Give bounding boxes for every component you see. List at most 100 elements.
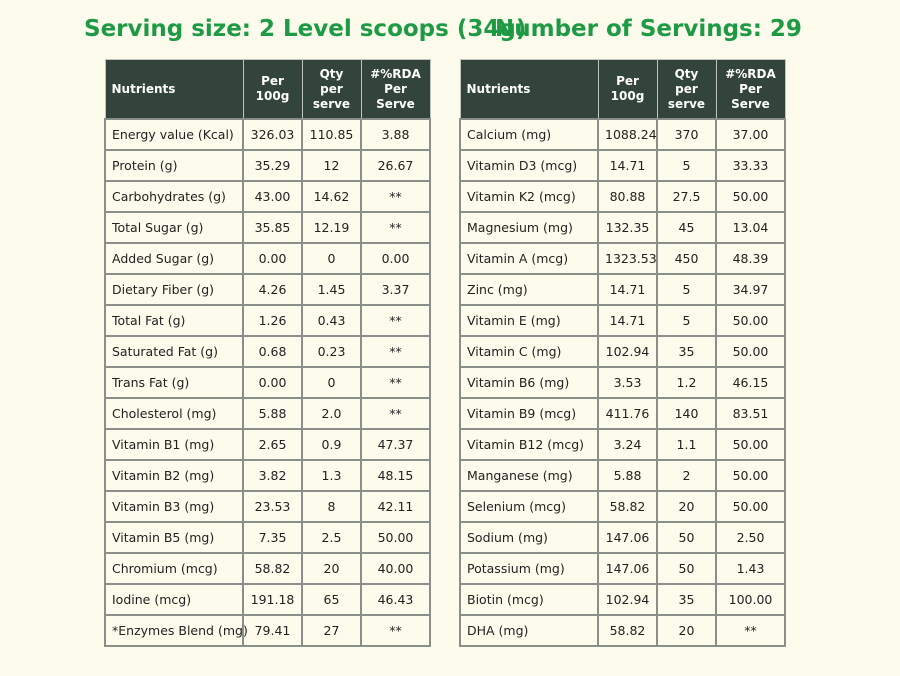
per-100g-value: 3.53 (597, 366, 658, 399)
rda-value: 3.37 (360, 273, 431, 306)
per-100g-value: 326.03 (242, 118, 303, 151)
table-row: Total Sugar (g) 35.85 12.19 ** (104, 211, 431, 244)
qty-per-serve-value: 50 (656, 552, 717, 585)
qty-per-serve-value: 12.19 (301, 211, 362, 244)
rda-value: 2.50 (715, 521, 786, 554)
qty-per-serve-value: 2.5 (301, 521, 362, 554)
nutrient-name: Vitamin C (mg) (459, 335, 599, 368)
rda-value: 33.33 (715, 149, 786, 182)
nutrient-name: *Enzymes Blend (mg) (104, 614, 248, 647)
per-100g-value: 0.68 (242, 335, 303, 368)
per-100g-value: 5.88 (597, 459, 658, 492)
rda-value: ** (360, 304, 431, 337)
per-100g-value: 58.82 (597, 490, 658, 523)
nutrient-name: Carbohydrates (g) (104, 180, 244, 213)
per-100g-value: 35.85 (242, 211, 303, 244)
rda-value: ** (360, 335, 431, 368)
header-qty-per-serve: Qty per serve (656, 59, 717, 120)
rda-value: ** (360, 614, 431, 647)
header-per-100g: Per 100g (597, 59, 658, 120)
qty-per-serve-value: 2.0 (301, 397, 362, 430)
qty-per-serve-value: 14.62 (301, 180, 362, 213)
number-of-servings-heading: Number of Servings: 29 (495, 16, 802, 42)
header-nutrients: Nutrients (459, 59, 599, 120)
per-100g-value: 147.06 (597, 521, 658, 554)
qty-per-serve-value: 1.3 (301, 459, 362, 492)
qty-per-serve-value: 45 (656, 211, 717, 244)
rda-value: ** (360, 180, 431, 213)
per-100g-value: 0.00 (242, 366, 303, 399)
nutrient-name: Total Fat (g) (104, 304, 244, 337)
nutrient-name: Calcium (mg) (459, 118, 599, 151)
table-row: Vitamin D3 (mcg) 14.71 5 33.33 (459, 149, 786, 182)
nutrient-name: Vitamin B1 (mg) (104, 428, 244, 461)
qty-per-serve-value: 140 (656, 397, 717, 430)
table-row: Selenium (mcg) 58.82 20 50.00 (459, 490, 786, 523)
rda-value: 46.15 (715, 366, 786, 399)
table-row: Vitamin B6 (mg) 3.53 1.2 46.15 (459, 366, 786, 399)
rda-value: 48.15 (360, 459, 431, 492)
rda-value: 50.00 (715, 428, 786, 461)
table-row: *Enzymes Blend (mg) 79.41 27 ** (104, 614, 431, 647)
per-100g-value: 23.53 (242, 490, 303, 523)
qty-per-serve-value: 2 (656, 459, 717, 492)
qty-per-serve-value: 0.43 (301, 304, 362, 337)
qty-per-serve-value: 1.45 (301, 273, 362, 306)
per-100g-value: 0.00 (242, 242, 303, 275)
per-100g-value: 102.94 (597, 583, 658, 616)
nutrition-table-left: Nutrients Per 100g Qty per serve #%RDA Per … (104, 59, 431, 647)
nutrient-name: Chromium (mcg) (104, 552, 244, 585)
table-row: Vitamin B9 (mcg) 411.76 140 83.51 (459, 397, 786, 430)
qty-per-serve-value: 370 (656, 118, 717, 151)
nutrient-name: Vitamin B9 (mcg) (459, 397, 599, 430)
rda-value: 42.11 (360, 490, 431, 523)
nutrient-name: Magnesium (mg) (459, 211, 599, 244)
qty-per-serve-value: 0 (301, 366, 362, 399)
qty-per-serve-value: 450 (656, 242, 717, 275)
per-100g-value: 102.94 (597, 335, 658, 368)
qty-per-serve-value: 50 (656, 521, 717, 554)
table-row: Potassium (mg) 147.06 50 1.43 (459, 552, 786, 585)
table-row: Vitamin B5 (mg) 7.35 2.5 50.00 (104, 521, 431, 554)
per-100g-value: 7.35 (242, 521, 303, 554)
table-row: Calcium (mg) 1088.24 370 37.00 (459, 118, 786, 151)
table-row: Vitamin B3 (mg) 23.53 8 42.11 (104, 490, 431, 523)
per-100g-value: 58.82 (597, 614, 658, 647)
qty-per-serve-value: 0 (301, 242, 362, 275)
qty-per-serve-value: 27 (301, 614, 362, 647)
qty-per-serve-value: 110.85 (301, 118, 362, 151)
qty-per-serve-value: 1.2 (656, 366, 717, 399)
qty-per-serve-value: 0.23 (301, 335, 362, 368)
table-row: Added Sugar (g) 0.00 0 0.00 (104, 242, 431, 275)
table-row: Vitamin B2 (mg) 3.82 1.3 48.15 (104, 459, 431, 492)
per-100g-value: 191.18 (242, 583, 303, 616)
nutrient-name: Saturated Fat (g) (104, 335, 244, 368)
nutrient-name: Sodium (mg) (459, 521, 599, 554)
table-row: Chromium (mcg) 58.82 20 40.00 (104, 552, 431, 585)
nutrient-name: Selenium (mcg) (459, 490, 599, 523)
qty-per-serve-value: 5 (656, 273, 717, 306)
header-rda-per-serve: #%RDA Per Serve (715, 59, 786, 120)
per-100g-value: 35.29 (242, 149, 303, 182)
rda-value: 34.97 (715, 273, 786, 306)
per-100g-value: 43.00 (242, 180, 303, 213)
nutrient-name: Vitamin K2 (mcg) (459, 180, 599, 213)
nutrient-name: Trans Fat (g) (104, 366, 244, 399)
rda-value: 83.51 (715, 397, 786, 430)
rda-value: 37.00 (715, 118, 786, 151)
table-row: Magnesium (mg) 132.35 45 13.04 (459, 211, 786, 244)
table-row: Cholesterol (mg) 5.88 2.0 ** (104, 397, 431, 430)
table-row: Saturated Fat (g) 0.68 0.23 ** (104, 335, 431, 368)
qty-per-serve-value: 8 (301, 490, 362, 523)
rda-value: 40.00 (360, 552, 431, 585)
nutrient-name: Potassium (mg) (459, 552, 599, 585)
qty-per-serve-value: 35 (656, 335, 717, 368)
serving-size-heading: Serving size: 2 Level scoops (34g) (84, 16, 527, 42)
nutrient-name: Vitamin A (mcg) (459, 242, 599, 275)
table-row: Carbohydrates (g) 43.00 14.62 ** (104, 180, 431, 213)
per-100g-value: 80.88 (597, 180, 658, 213)
per-100g-value: 2.65 (242, 428, 303, 461)
rda-value: 46.43 (360, 583, 431, 616)
rda-value: ** (360, 397, 431, 430)
rda-value: 50.00 (715, 490, 786, 523)
